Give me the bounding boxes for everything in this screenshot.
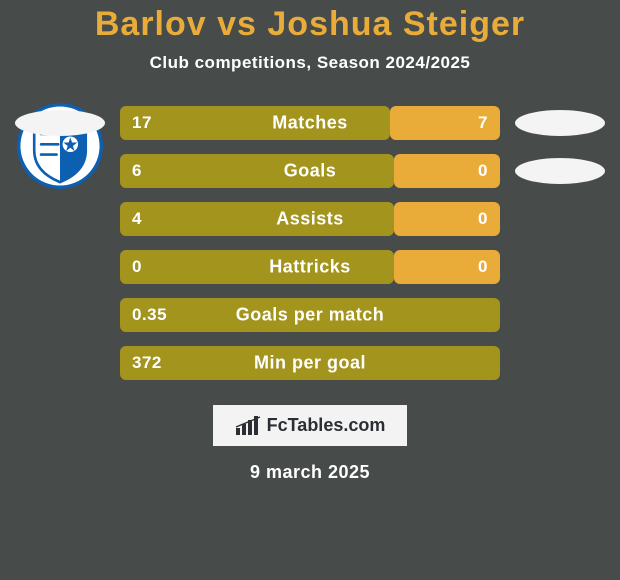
player-oval-left	[15, 110, 105, 136]
right-side-col	[500, 103, 620, 143]
left-side-col	[0, 295, 120, 335]
stats-chart: 177Matches60Goals40Assists00Hattricks0.3…	[0, 103, 620, 391]
bar-left-value: 0	[132, 257, 142, 277]
stat-row: 40Assists	[0, 199, 620, 239]
bar-right: 7	[390, 106, 500, 140]
stat-bar-group: 40Assists	[120, 202, 500, 236]
left-side-col	[0, 103, 120, 143]
comparison-infographic: Barlov vs Joshua Steiger Club competitio…	[0, 0, 620, 580]
bar-right: 0	[394, 154, 500, 188]
left-side-col	[0, 247, 120, 287]
stat-bar-group: 00Hattricks	[120, 250, 500, 284]
bar-right-value: 0	[478, 161, 488, 181]
stat-row: 177Matches	[0, 103, 620, 143]
page-title: Barlov vs Joshua Steiger	[95, 6, 525, 43]
stat-bar-group: 0.35Goals per match	[120, 298, 500, 332]
bar-left-value: 372	[132, 353, 162, 373]
stat-row: 0.35Goals per match	[0, 295, 620, 335]
date-label: 9 march 2025	[250, 462, 370, 483]
right-side-col	[500, 199, 620, 239]
bar-chart-icon	[235, 416, 261, 436]
stat-bar-group: 60Goals	[120, 154, 500, 188]
stat-row: 60Goals	[0, 151, 620, 191]
bar-left-value: 0.35	[132, 305, 167, 325]
bar-right-value: 0	[478, 257, 488, 277]
bar-left: 0.35	[120, 298, 500, 332]
bar-left: 17	[120, 106, 390, 140]
stat-bar-group: 372Min per goal	[120, 346, 500, 380]
stat-row: 00Hattricks	[0, 247, 620, 287]
bar-left-value: 17	[132, 113, 152, 133]
bar-left: 372	[120, 346, 500, 380]
bar-right: 0	[394, 202, 500, 236]
bar-left: 0	[120, 250, 394, 284]
bar-left-value: 4	[132, 209, 142, 229]
player-oval-right	[515, 110, 605, 136]
bar-right: 0	[394, 250, 500, 284]
bar-left-value: 6	[132, 161, 142, 181]
bar-right-value: 7	[478, 113, 488, 133]
bar-left: 4	[120, 202, 394, 236]
page-subtitle: Club competitions, Season 2024/2025	[150, 53, 471, 73]
left-side-col	[0, 151, 120, 191]
branding-badge: FcTables.com	[213, 405, 408, 446]
bar-left: 6	[120, 154, 394, 188]
right-side-col	[500, 343, 620, 383]
stat-bar-group: 177Matches	[120, 106, 500, 140]
right-side-col	[500, 151, 620, 191]
branding-text: FcTables.com	[267, 415, 386, 436]
bar-right-value: 0	[478, 209, 488, 229]
right-side-col	[500, 295, 620, 335]
stat-row: 372Min per goal	[0, 343, 620, 383]
player-oval-right	[515, 158, 605, 184]
left-side-col	[0, 343, 120, 383]
left-side-col	[0, 199, 120, 239]
right-side-col	[500, 247, 620, 287]
